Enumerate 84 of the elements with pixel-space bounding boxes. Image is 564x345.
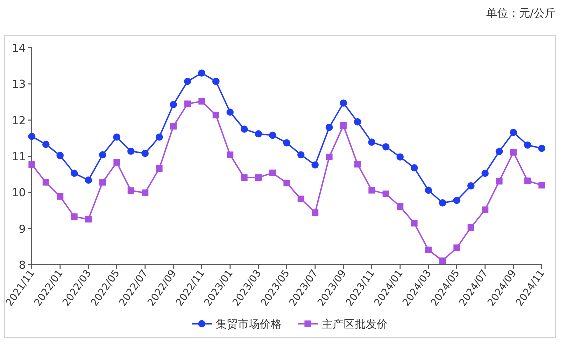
point [382, 190, 390, 198]
point [510, 149, 517, 156]
point [114, 159, 120, 166]
point [340, 100, 348, 107]
point [510, 129, 518, 136]
point [226, 108, 234, 116]
y-tick-label: 14 [12, 42, 26, 55]
point [340, 122, 347, 130]
point [312, 210, 319, 216]
point [368, 187, 376, 194]
point [298, 196, 304, 202]
point [538, 144, 546, 152]
point [227, 152, 234, 158]
point [496, 148, 504, 156]
point [99, 151, 106, 159]
y-tick-label: 12 [12, 114, 26, 128]
point [255, 130, 262, 138]
point [142, 150, 149, 158]
legend-label: 集贸市场价格 [216, 318, 282, 331]
point [170, 123, 177, 130]
point [368, 138, 376, 146]
point [255, 174, 262, 182]
point [468, 224, 474, 232]
point [454, 244, 460, 252]
point [198, 70, 206, 77]
point [397, 203, 404, 210]
point [354, 161, 362, 168]
point [312, 162, 319, 169]
point [425, 246, 432, 254]
point [524, 142, 532, 149]
legend-label: 主产区批发价 [322, 318, 388, 331]
point [128, 188, 134, 194]
point [241, 174, 248, 182]
point [128, 148, 135, 156]
point [468, 182, 475, 190]
point [142, 190, 149, 196]
point [42, 140, 50, 148]
point [240, 126, 248, 133]
point [85, 216, 92, 223]
point [270, 170, 276, 176]
point [283, 140, 291, 147]
y-tick-label: 11 [12, 150, 26, 164]
point [156, 134, 164, 141]
point [496, 178, 503, 185]
point [28, 133, 36, 140]
point [538, 182, 546, 189]
point [100, 179, 106, 186]
point [326, 154, 333, 161]
point [28, 162, 36, 168]
point [42, 179, 50, 186]
point [170, 101, 178, 108]
point [85, 176, 92, 184]
point [524, 178, 532, 184]
point [411, 220, 418, 227]
y-tick-label: 8 [19, 259, 26, 272]
point [440, 258, 446, 264]
point [56, 152, 64, 160]
y-tick-label: 10 [12, 186, 26, 200]
y-tick-label: 13 [12, 78, 26, 92]
point [70, 170, 78, 178]
point [57, 193, 64, 200]
point [71, 214, 78, 220]
text: 单位：元/公斤 [486, 7, 556, 20]
point [439, 200, 446, 207]
point [212, 112, 220, 119]
point [298, 151, 305, 159]
point [184, 78, 192, 86]
point [284, 180, 290, 187]
point [113, 134, 121, 141]
point [425, 186, 432, 194]
point [482, 206, 489, 214]
point [482, 170, 489, 178]
point [269, 132, 276, 140]
y-tick-label: 9 [19, 222, 26, 236]
point [453, 197, 461, 204]
point [326, 124, 334, 132]
point [410, 164, 418, 172]
point [354, 118, 362, 126]
point [184, 100, 192, 108]
point [382, 143, 390, 151]
point [198, 98, 206, 105]
point [212, 78, 220, 86]
point [396, 154, 404, 161]
point [156, 165, 163, 172]
